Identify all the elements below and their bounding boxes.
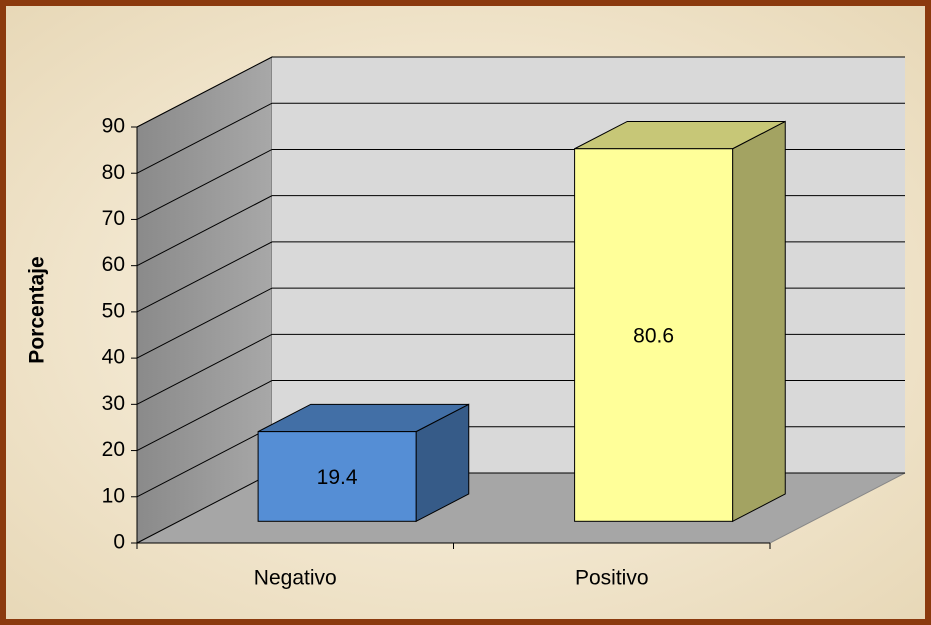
y-tick-label: 0 [113, 531, 125, 554]
y-tick-label: 30 [102, 392, 125, 415]
y-tick-label: 90 [102, 115, 125, 138]
y-axis-label: Porcentaje [26, 256, 49, 363]
y-tick-label: 80 [102, 161, 125, 184]
x-tick-label: Negativo [254, 567, 337, 590]
left-wall [136, 56, 273, 544]
y-tick-label: 20 [102, 438, 125, 461]
value-label: 80.6 [633, 325, 674, 348]
x-tick-label: Positivo [575, 567, 649, 590]
bar-side [732, 120, 786, 523]
bar [574, 148, 734, 522]
y-tick-label: 10 [102, 484, 125, 507]
value-label: 19.4 [317, 466, 358, 489]
bar [257, 431, 417, 522]
y-tick-label: 70 [102, 207, 125, 230]
y-tick-label: 50 [102, 299, 125, 322]
grid-line [136, 102, 905, 174]
y-tick-label: 60 [102, 253, 125, 276]
grid-line [136, 56, 905, 128]
y-tick-label: 40 [102, 346, 125, 369]
